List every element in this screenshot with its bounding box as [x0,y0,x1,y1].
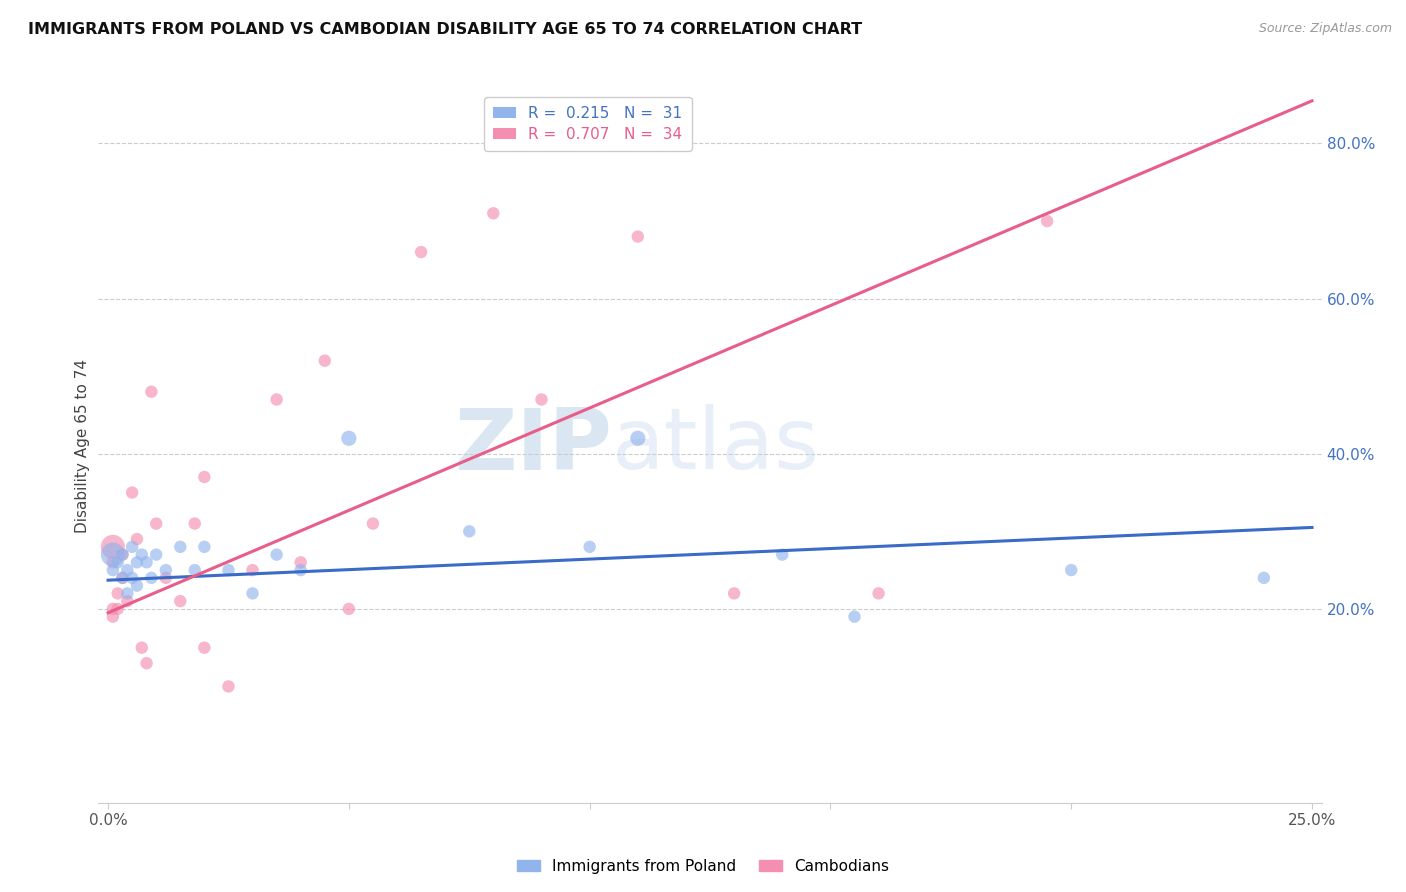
Point [141,384,163,399]
Point [117,563,139,577]
Point [117,594,139,608]
Point [242,563,264,577]
Text: Source: ZipAtlas.com: Source: ZipAtlas.com [1258,22,1392,36]
Point [217,563,239,577]
Point [125,579,148,593]
Point [125,555,148,569]
Point [141,571,163,585]
Point [101,548,124,562]
Point [107,555,129,569]
Point [101,609,124,624]
Text: IMMIGRANTS FROM POLAND VS CAMBODIAN DISABILITY AGE 65 TO 74 CORRELATION CHART: IMMIGRANTS FROM POLAND VS CAMBODIAN DISA… [28,22,862,37]
Legend: Immigrants from Poland, Cambodians: Immigrants from Poland, Cambodians [510,853,896,880]
Point [458,524,481,539]
Point [217,680,239,694]
Point [111,571,134,585]
Point [145,548,167,562]
Point [193,640,215,655]
Point [627,229,650,244]
Point [135,555,157,569]
Point [1253,571,1275,585]
Point [121,485,143,500]
Point [242,586,264,600]
Point [111,548,134,562]
Point [125,532,148,546]
Point [627,431,650,445]
Point [337,602,360,616]
Point [290,555,312,569]
Point [530,392,553,407]
Point [121,540,143,554]
Point [290,563,312,577]
Point [578,540,600,554]
Point [121,571,143,585]
Point [361,516,384,531]
Text: atlas: atlas [612,404,820,488]
Point [155,571,177,585]
Point [101,540,124,554]
Legend: R =  0.215   N =  31, R =  0.707   N =  34: R = 0.215 N = 31, R = 0.707 N = 34 [484,97,692,152]
Point [107,586,129,600]
Text: ZIP: ZIP [454,404,612,488]
Point [314,353,336,368]
Point [337,431,360,445]
Point [1060,563,1083,577]
Point [844,609,866,624]
Point [101,602,124,616]
Point [770,548,793,562]
Point [482,206,505,220]
Point [868,586,890,600]
Point [184,516,207,531]
Point [723,586,745,600]
Point [117,586,139,600]
Point [169,540,191,554]
Point [184,563,207,577]
Point [111,548,134,562]
Point [101,563,124,577]
Point [169,594,191,608]
Point [107,602,129,616]
Point [409,245,432,260]
Point [1036,214,1059,228]
Point [193,470,215,484]
Point [101,555,124,569]
Point [131,548,153,562]
Point [155,563,177,577]
Point [266,548,288,562]
Point [111,571,134,585]
Point [193,540,215,554]
Point [131,640,153,655]
Y-axis label: Disability Age 65 to 74: Disability Age 65 to 74 [75,359,90,533]
Point [266,392,288,407]
Point [135,656,157,670]
Point [145,516,167,531]
